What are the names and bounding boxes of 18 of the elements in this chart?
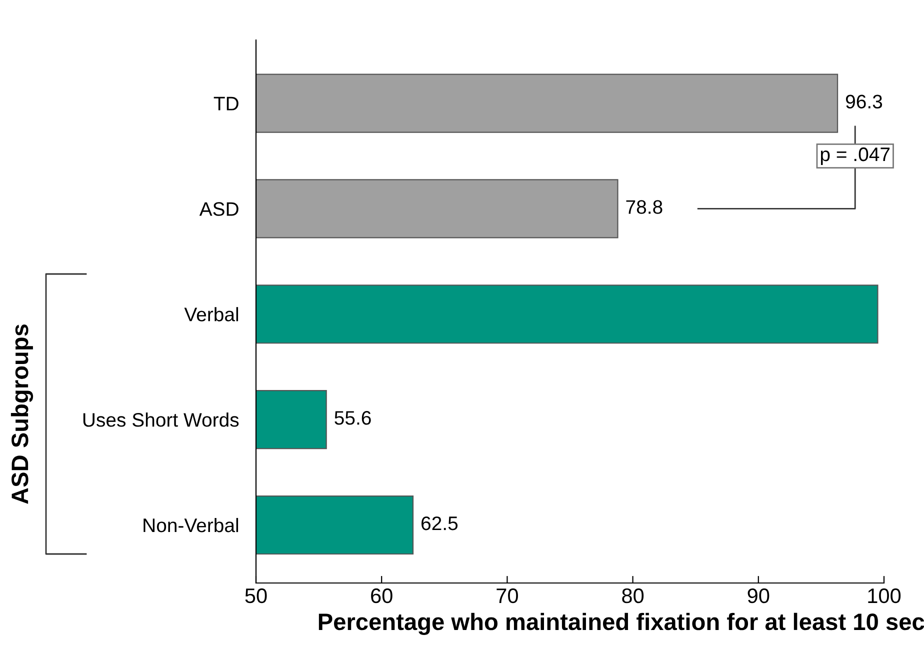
y-tick-label: Non-Verbal <box>144 518 238 532</box>
x-tick-label: 90 <box>748 588 770 604</box>
x-tick-label: 100 <box>868 588 901 604</box>
x-axis-title: Percentage who maintained fixation for at least 10 sec <box>318 612 924 635</box>
x-tick-label: 60 <box>371 588 392 604</box>
y-tick-label: Verbal <box>184 307 238 322</box>
annotation: p = .047 <box>820 147 890 166</box>
x-tick-label: 80 <box>622 588 644 604</box>
y-tick-label: Uses Short Words <box>83 412 239 427</box>
text: ASD Subgroups <box>10 324 34 504</box>
y-tick-label: TD <box>214 96 238 110</box>
y-tick-label: ASD <box>199 202 238 216</box>
data-label: 96.3 <box>846 94 882 108</box>
data-label: 55.6 <box>334 411 371 425</box>
x-tick-label: 50 <box>245 588 267 604</box>
x-tick-label: 70 <box>496 588 518 604</box>
data-label: 62.5 <box>422 516 458 530</box>
data-label: 78.8 <box>626 200 662 214</box>
